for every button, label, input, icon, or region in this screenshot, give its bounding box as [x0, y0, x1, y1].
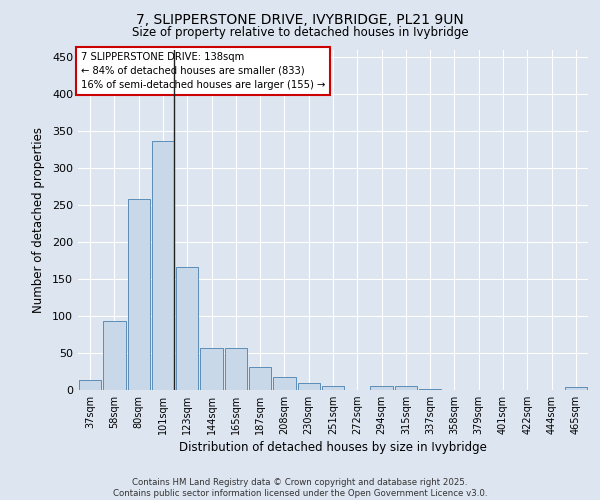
Text: Size of property relative to detached houses in Ivybridge: Size of property relative to detached ho…: [131, 26, 469, 39]
Bar: [79, 380, 101, 390]
Bar: [370, 386, 393, 390]
Bar: [565, 387, 587, 390]
X-axis label: Distribution of detached houses by size in Ivybridge: Distribution of detached houses by size …: [179, 442, 487, 454]
Bar: [273, 378, 296, 390]
Y-axis label: Number of detached properties: Number of detached properties: [32, 127, 45, 313]
Text: Contains HM Land Registry data © Crown copyright and database right 2025.
Contai: Contains HM Land Registry data © Crown c…: [113, 478, 487, 498]
Bar: [224, 348, 247, 390]
Bar: [176, 266, 199, 390]
Bar: [298, 382, 320, 390]
Bar: [152, 141, 174, 390]
Bar: [103, 322, 125, 390]
Bar: [200, 348, 223, 390]
Bar: [395, 386, 417, 390]
Text: 7, SLIPPERSTONE DRIVE, IVYBRIDGE, PL21 9UN: 7, SLIPPERSTONE DRIVE, IVYBRIDGE, PL21 9…: [136, 12, 464, 26]
Bar: [249, 367, 271, 390]
Bar: [128, 200, 150, 390]
Bar: [322, 386, 344, 390]
Text: 7 SLIPPERSTONE DRIVE: 138sqm
← 84% of detached houses are smaller (833)
16% of s: 7 SLIPPERSTONE DRIVE: 138sqm ← 84% of de…: [80, 52, 325, 90]
